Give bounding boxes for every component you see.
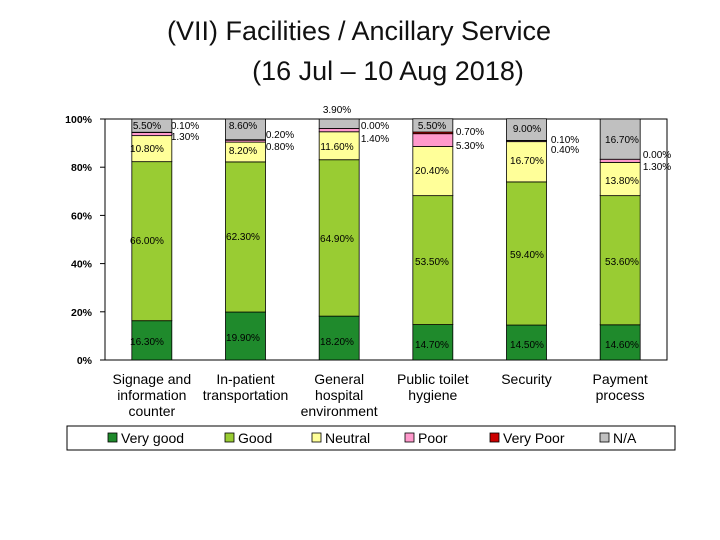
bar-segment-good [318,159,360,317]
x-category-label: Payment [593,371,648,387]
x-category-label: information [117,387,186,403]
y-tick-label: 0% [77,355,93,367]
bar-segment-poor [318,127,360,133]
bar-segment-poor [599,158,641,163]
legend-label-poor: Poor [418,430,448,446]
bar-segment-neutral [412,146,454,197]
data-label-poor: 1.30% [171,132,199,143]
bar-segment-poor [412,133,454,147]
plot-area [104,118,668,361]
data-label-neutral: 10.80% [130,144,164,155]
bar-segment-n/a [506,118,547,141]
data-label-very-good: 14.60% [605,340,639,351]
bar-segment-good [506,181,547,326]
data-label-neutral: 8.20% [229,146,257,157]
bar-segment-very-good [318,315,360,361]
legend-swatch-very-poor [489,432,500,443]
bar-segment-poor [131,132,173,137]
bar-segment-very-good [131,320,173,361]
x-category-label: Signage and [113,371,192,387]
bar-segment-good [412,195,454,325]
y-tick-label: 20% [71,307,93,319]
legend-swatch-neutral [311,432,322,443]
legend-label-neutral: Neutral [325,430,370,446]
legend-swatch-poor [404,432,415,443]
data-label-poor: 0.40% [551,145,579,156]
data-label-n/a: 16.70% [605,135,639,146]
x-category-label: process [596,387,645,403]
bar-segment-neutral [506,141,547,183]
data-label-neutral: 13.80% [605,176,639,187]
data-label-very-poor: 0.20% [266,130,294,141]
legend-label-very-good: Very good [121,430,184,446]
data-label-very-good: 19.90% [226,333,260,344]
legend-label-good: Good [238,430,272,446]
bar-segment-very-good [506,324,547,361]
x-category-label: Public toilet [397,371,469,387]
legend-box [66,425,676,451]
data-label-neutral: 20.40% [415,166,449,177]
data-label-good: 66.00% [130,236,164,247]
bar-segment-n/a [225,118,266,141]
bar-segment-n/a [318,118,360,129]
y-tick-label: 80% [71,162,93,174]
x-category-label: Security [501,371,552,387]
bar-segment-very-good [412,324,454,361]
data-label-very-poor: 0.10% [171,121,199,132]
x-category-label: hygiene [408,387,457,403]
bar-segment-n/a [131,118,173,133]
data-label-neutral: 16.70% [510,156,544,167]
y-tick-label: 60% [71,210,93,222]
data-label-very-poor: 0.10% [551,135,579,146]
data-label-poor: 0.80% [266,142,294,153]
data-label-very-good: 14.50% [510,340,544,351]
chart-title-line-2: (16 Jul – 10 Aug 2018) [252,56,524,86]
bar-segment-neutral [599,161,641,197]
data-label-good: 64.90% [320,234,354,245]
data-label-n/a: 3.90% [323,105,351,116]
legend-label-very-poor: Very Poor [503,430,565,446]
x-category-label: transportation [203,387,289,403]
x-category-label: environment [301,403,378,419]
y-tick-label: 100% [65,114,93,126]
data-label-good: 53.50% [415,257,449,268]
data-label-good: 59.40% [510,250,544,261]
data-label-n/a: 9.00% [513,124,541,135]
data-label-very-good: 18.20% [320,337,354,348]
data-label-very-poor: 0.70% [456,127,484,138]
data-label-n/a: 5.50% [133,121,161,132]
x-category-label: In-patient [216,371,274,387]
y-tick-label: 40% [71,259,93,271]
legend-label-n/a: N/A [613,430,637,446]
data-label-n/a: 5.50% [418,121,446,132]
data-label-poor: 1.30% [643,162,671,173]
data-label-poor: 1.40% [361,134,389,145]
data-label-poor: 5.30% [456,141,484,152]
legend-swatch-n/a [599,432,610,443]
data-label-very-good: 16.30% [130,337,164,348]
bar-segment-good [599,195,641,326]
data-label-very-good: 14.70% [415,340,449,351]
data-label-very-poor: 0.00% [643,150,671,161]
bar-segment-n/a [412,118,454,133]
data-label-neutral: 11.60% [320,142,353,153]
data-label-very-poor: 0.00% [361,121,389,132]
data-label-n/a: 8.60% [229,121,257,132]
x-category-label: counter [128,403,175,419]
x-category-label: hospital [315,387,363,403]
chart-title-line-1: (VII) Facilities / Ancillary Service [166,16,552,46]
data-label-good: 53.60% [605,257,639,268]
legend-swatch-very-good [107,432,118,443]
x-category-label: General [314,371,364,387]
data-label-good: 62.30% [226,232,260,243]
legend-swatch-good [224,432,235,443]
bar-segment-n/a [599,118,641,160]
